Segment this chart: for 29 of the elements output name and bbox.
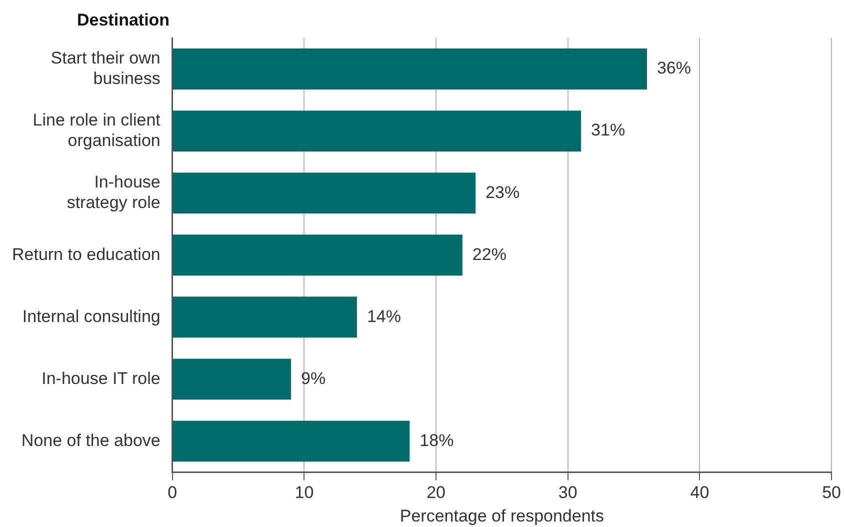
y-tick-label: Start their own business [50,48,160,88]
y-tick-label: Internal consulting [22,306,160,326]
data-label: 31% [591,120,626,140]
x-tick-label: 10 [294,483,314,502]
x-tick-label: 0 [168,483,178,502]
bar [172,420,410,462]
bar [172,296,357,338]
x-tick-label: 50 [822,483,842,502]
data-label: 14% [366,306,401,326]
data-label: 23% [486,182,520,202]
bar [172,172,476,214]
data-label: 36% [656,58,692,78]
y-axis-title: Destination [77,10,170,30]
data-label: 9% [301,368,326,388]
x-axis-title: Percentage of respondents [400,506,604,526]
data-label: 22% [472,244,506,264]
x-tick-label: 20 [426,483,446,502]
y-tick-label: None of the above [21,430,160,450]
x-tick-label: 40 [690,483,710,502]
y-tick-label: In-house IT role [42,368,160,388]
bar [172,234,462,276]
y-tick-label: In-house strategy role [66,172,160,212]
bar [172,110,582,152]
y-tick-label: Return to education [12,244,160,264]
y-tick-label: Line role in client organisation [32,110,161,150]
bar [172,358,292,400]
data-label: 18% [420,430,454,450]
bar [172,48,647,90]
x-tick-label: 30 [558,483,578,502]
